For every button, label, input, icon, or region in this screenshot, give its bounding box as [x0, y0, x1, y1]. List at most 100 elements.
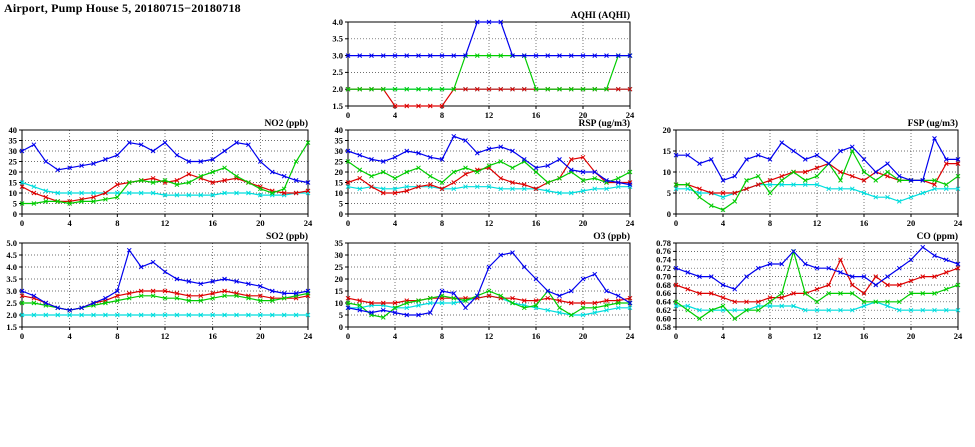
marker-x: [67, 165, 73, 171]
marker-x: [755, 265, 761, 271]
marker-x: [416, 103, 421, 109]
marker-x: [451, 186, 457, 192]
marker-x: [885, 194, 890, 200]
marker-x: [885, 299, 890, 305]
marker-x: [779, 291, 785, 296]
marker-x: [19, 148, 25, 154]
fsp-plot-svg: 0 5 10 15 20 0 4 8 12 16 20 24 FSP (ug/m3): [663, 118, 964, 228]
marker-x: [463, 171, 468, 177]
marker-x: [486, 163, 492, 169]
marker-x: [580, 154, 586, 160]
marker-x: [849, 282, 855, 288]
marker-x: [685, 182, 691, 187]
y-tick-label: 5: [13, 198, 17, 208]
marker-x: [568, 86, 574, 92]
y-tick-label: 30: [335, 146, 344, 156]
marker-x: [943, 307, 949, 313]
marker-x: [345, 53, 351, 58]
marker-x: [861, 303, 867, 309]
marker-x: [627, 86, 633, 92]
y-tick-label: 5: [667, 188, 671, 198]
marker-x: [838, 178, 843, 183]
marker-x: [174, 295, 180, 301]
marker-x: [521, 53, 527, 58]
marker-x: [557, 86, 562, 92]
marker-x: [802, 261, 808, 267]
marker-x: [114, 298, 120, 303]
marker-x: [849, 186, 855, 192]
marker-x: [357, 303, 363, 308]
marker-x: [697, 316, 702, 321]
marker-x: [580, 53, 586, 58]
y-tick-label: 4.5: [6, 250, 17, 260]
marker-x: [744, 157, 749, 162]
marker-x: [943, 182, 949, 187]
marker-x: [685, 186, 691, 192]
marker-x: [451, 86, 457, 92]
marker-x: [627, 305, 633, 311]
marker-x: [767, 190, 773, 196]
x-tick-label: 0: [346, 331, 350, 341]
marker-x: [357, 53, 363, 58]
marker-x: [604, 307, 609, 313]
x-tick-label: 0: [20, 331, 24, 341]
marker-x: [486, 184, 492, 190]
marker-x: [932, 136, 937, 141]
marker-x: [114, 288, 120, 294]
marker-x: [380, 190, 386, 196]
marker-x: [545, 288, 551, 294]
marker-x: [427, 53, 433, 58]
y-tick-label: 4.0: [332, 17, 343, 27]
marker-x: [126, 247, 132, 253]
marker-x: [269, 169, 275, 175]
marker-x: [31, 201, 37, 206]
x-tick-label: 12: [161, 218, 170, 228]
marker-x: [257, 159, 263, 164]
x-tick-label: 20: [579, 110, 588, 120]
marker-x: [896, 307, 902, 313]
marker-x: [439, 103, 445, 109]
marker-x: [533, 276, 539, 282]
marker-x: [697, 190, 702, 196]
marker-x: [451, 133, 457, 139]
marker-x: [126, 312, 132, 318]
marker-x: [545, 307, 551, 313]
marker-x: [174, 276, 180, 282]
marker-x: [838, 307, 843, 313]
marker-x: [767, 261, 773, 267]
marker-x: [873, 169, 879, 175]
marker-x: [592, 175, 598, 181]
marker-x: [269, 298, 275, 303]
marker-x: [580, 312, 586, 318]
marker-x: [720, 207, 726, 213]
marker-x: [510, 180, 515, 185]
marker-x: [510, 148, 515, 154]
marker-x: [198, 192, 204, 198]
marker-x: [908, 178, 914, 183]
y-tick-label: 0.70: [656, 271, 671, 281]
marker-x: [943, 157, 949, 162]
marker-x: [369, 184, 374, 190]
marker-x: [114, 293, 120, 299]
x-tick-label: 8: [768, 331, 772, 341]
series-line-blue: [676, 136, 958, 182]
marker-x: [920, 244, 926, 250]
marker-x: [908, 291, 914, 296]
marker-x: [91, 199, 96, 204]
marker-x: [767, 182, 773, 187]
marker-x: [126, 180, 132, 185]
marker-x: [826, 291, 832, 296]
marker-x: [404, 103, 410, 109]
marker-x: [744, 186, 749, 192]
marker-x: [720, 282, 726, 288]
y-tick-label: 15: [663, 146, 672, 156]
y-tick-label: 35: [335, 238, 344, 248]
marker-x: [114, 152, 120, 158]
marker-x: [404, 188, 410, 194]
marker-x: [838, 270, 843, 275]
marker-x: [779, 182, 785, 187]
marker-x: [627, 300, 633, 306]
y-tick-label: 0.74: [656, 255, 672, 265]
